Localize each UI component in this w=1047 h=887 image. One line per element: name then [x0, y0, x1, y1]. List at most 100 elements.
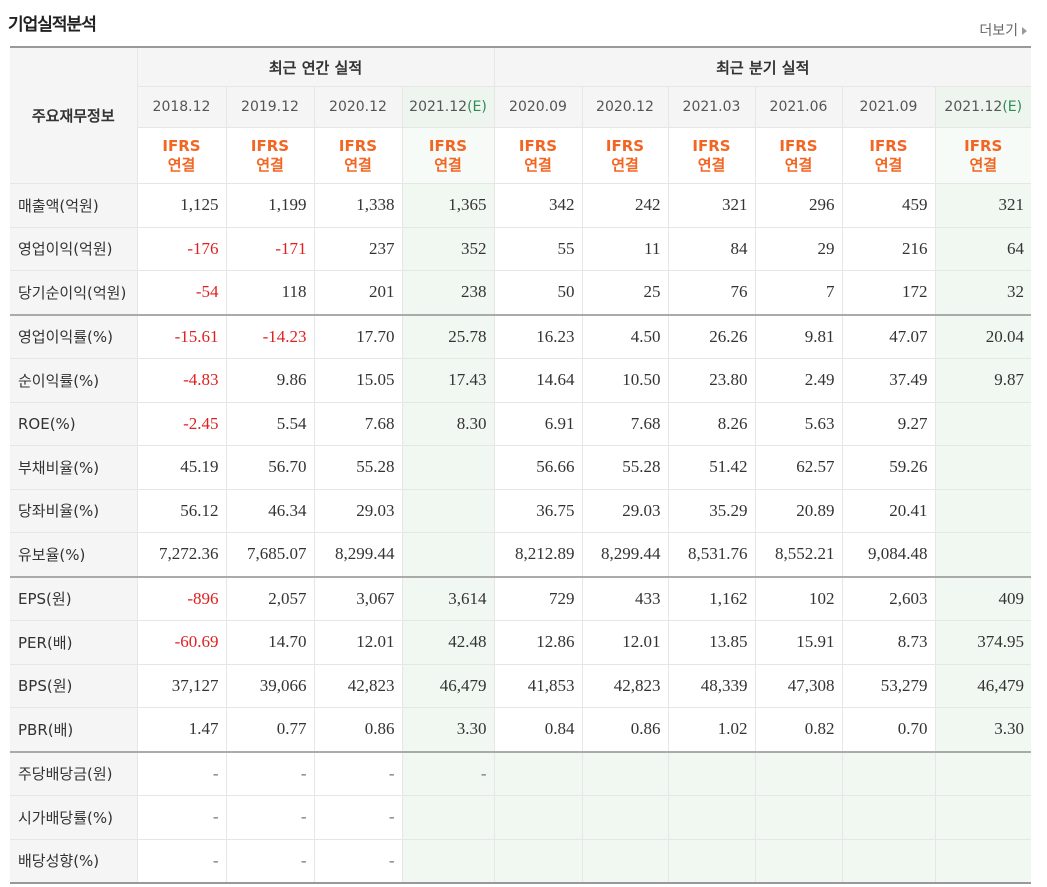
ifrs-label: IFRS	[428, 136, 468, 155]
row-label: ROE(%)	[10, 401, 138, 446]
value-cell	[841, 750, 936, 796]
value-cell: 9.86	[225, 358, 315, 403]
ifrs-badge[interactable]: IFRS 연결	[493, 127, 583, 184]
value-cell: 26.26	[667, 313, 756, 359]
value-cell: 46,479	[401, 663, 495, 708]
period-header: 2019.12	[225, 86, 315, 128]
value-cell: 25.78	[401, 313, 495, 359]
value-cell: 20.04	[934, 313, 1031, 359]
value-cell: 1.47	[136, 707, 227, 752]
ifrs-badge[interactable]: IFRS 연결	[841, 127, 936, 184]
value-cell: 48,339	[667, 663, 756, 708]
section-title: 기업실적분석	[8, 15, 97, 35]
period-header: 2021.09	[841, 86, 936, 128]
value-cell: 46,479	[934, 663, 1031, 708]
value-cell: 8.26	[667, 401, 756, 446]
annual-header: 최근 연간 실적	[136, 46, 495, 87]
period-header: 2020.09	[493, 86, 583, 128]
period-label: 2018.12	[152, 99, 211, 115]
value-cell: 118	[225, 270, 315, 315]
period-label: 2021.09	[859, 99, 918, 115]
value-cell: 17.43	[401, 358, 495, 403]
row-label: PER(배)	[10, 620, 138, 665]
estimate-mark: (E)	[467, 99, 487, 115]
value-cell: 41,853	[493, 663, 583, 708]
value-cell	[754, 795, 843, 840]
value-cell: 20.89	[754, 488, 843, 533]
row-label: 순이익률(%)	[10, 358, 138, 403]
ifrs-badge[interactable]: IFRS 연결	[313, 127, 403, 184]
value-cell: 55.28	[581, 445, 669, 490]
value-cell: 374.95	[934, 620, 1031, 665]
value-cell: 1,338	[313, 183, 403, 228]
ifrs-badge[interactable]: IFRS 연결	[581, 127, 669, 184]
value-cell: 50	[493, 270, 583, 315]
value-cell	[934, 838, 1031, 884]
value-cell: -15.61	[136, 313, 227, 359]
value-cell	[401, 445, 495, 490]
value-cell: 42,823	[581, 663, 669, 708]
value-cell: 172	[841, 270, 936, 315]
value-cell	[581, 838, 669, 884]
value-cell: 0.86	[313, 707, 403, 752]
value-cell	[841, 795, 936, 840]
value-cell: 1,162	[667, 575, 756, 621]
ifrs-label: IFRS	[338, 136, 378, 155]
financial-table: 주요재무정보 최근 연간 실적 최근 분기 실적 2018.12 2019.12 2…	[10, 46, 1031, 884]
consolidated-label: 연결	[524, 155, 552, 174]
value-cell: 39,066	[225, 663, 315, 708]
table-row: 영업이익(억원) -176 -171 237 352 55 11 84 29 216 64	[10, 226, 1031, 271]
value-cell: 47,308	[754, 663, 843, 708]
value-cell	[401, 532, 495, 577]
value-cell: 16.23	[493, 313, 583, 359]
ifrs-badge[interactable]: IFRS 연결	[401, 127, 495, 184]
ifrs-badge[interactable]: IFRS 연결	[137, 127, 227, 184]
value-cell: 47.07	[841, 313, 936, 359]
value-cell: 55	[493, 226, 583, 271]
value-cell	[493, 795, 583, 840]
value-cell: 216	[841, 226, 936, 271]
value-cell: 36.75	[493, 488, 583, 533]
value-cell: 8.73	[841, 620, 936, 665]
value-cell: 8,552.21	[754, 532, 843, 577]
ifrs-badge[interactable]: IFRS 연결	[667, 127, 756, 184]
ifrs-label: IFRS	[250, 136, 290, 155]
period-header: 2018.12	[137, 86, 227, 128]
ifrs-badge[interactable]: IFRS 연결	[754, 127, 843, 184]
value-cell: -171	[225, 226, 315, 271]
value-cell: 342	[493, 183, 583, 228]
value-cell: 15.05	[313, 358, 403, 403]
value-cell: 84	[667, 226, 756, 271]
table-row: 시가배당률(%) - - -	[10, 795, 1031, 840]
table-row: EPS(원) -896 2,057 3,067 3,614 729 433 1,162 102 2…	[10, 575, 1031, 621]
period-label: 2021.03	[682, 99, 741, 115]
value-cell: 11	[581, 226, 669, 271]
consolidated-label: 연결	[256, 155, 284, 174]
value-cell: -176	[136, 226, 227, 271]
value-cell	[841, 838, 936, 884]
value-cell: -	[313, 750, 403, 796]
value-cell: 62.57	[754, 445, 843, 490]
value-cell: 76	[667, 270, 756, 315]
ifrs-label: IFRS	[692, 136, 731, 155]
table-row: ROE(%) -2.45 5.54 7.68 8.30 6.91 7.68 8.26 5.63 9…	[10, 401, 1031, 446]
value-cell: 242	[581, 183, 669, 228]
value-cell: 29	[754, 226, 843, 271]
value-cell: 8,299.44	[581, 532, 669, 577]
ifrs-badge[interactable]: IFRS 연결	[225, 127, 315, 184]
more-link[interactable]: 더보기	[979, 20, 1027, 40]
value-cell: 0.86	[581, 707, 669, 752]
row-label: 매출액(억원)	[10, 183, 138, 228]
value-cell: 56.12	[136, 488, 227, 533]
ifrs-badge[interactable]: IFRS 연결	[934, 127, 1031, 184]
value-cell: 14.64	[493, 358, 583, 403]
period-header: 2020.12	[581, 86, 669, 128]
value-cell: 459	[841, 183, 936, 228]
value-cell: -	[313, 795, 403, 840]
table-row: PBR(배) 1.47 0.77 0.86 3.30 0.84 0.86 1.02 0.82 0.…	[10, 707, 1031, 752]
ifrs-label: IFRS	[869, 136, 908, 155]
value-cell: 296	[754, 183, 843, 228]
value-cell: 352	[401, 226, 495, 271]
table-row: 영업이익률(%) -15.61 -14.23 17.70 25.78 16.23 4.50 2…	[10, 313, 1031, 359]
value-cell	[934, 401, 1031, 446]
